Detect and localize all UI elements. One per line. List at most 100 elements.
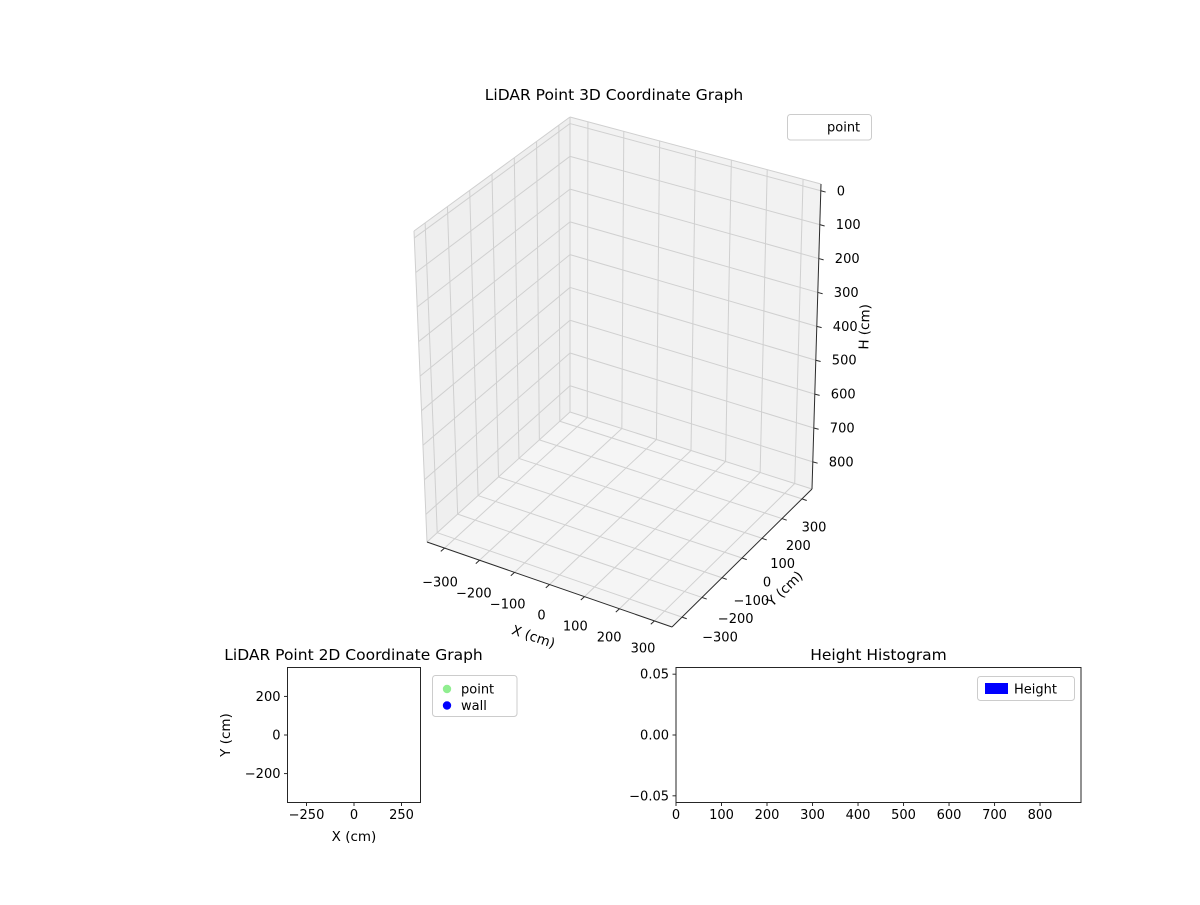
pane-edge [413,116,571,232]
grid-line [416,188,571,308]
z-tick-label: 0 [837,184,845,199]
tick-mark [801,498,807,501]
legend-patch-height-icon [985,683,1008,694]
y-tick-label: 0 [763,576,771,591]
tick-mark [781,518,787,521]
plot2d-xaxis-label: X (cm) [332,829,377,845]
tick-mark [615,608,620,613]
tick-mark [813,427,819,430]
grid-line [569,155,820,226]
plot2d-title: LiDAR Point 2D Coordinate Graph [224,646,482,664]
tick-mark [580,596,585,601]
x-tick-label: 700 [982,808,1007,823]
grid-line [422,319,571,446]
x-tick-label: 500 [891,808,916,823]
z-tick-label: 500 [832,354,857,369]
legend-marker-point-icon [442,684,452,694]
grid-line [569,254,817,327]
tick-mark [817,291,823,295]
plot2d-legend-label-point: point [461,683,494,698]
tick-mark [681,616,687,620]
tick-mark [816,325,822,329]
pane-edge [569,116,822,185]
y-tick-label: −0.05 [629,789,669,804]
y-tick-label: 200 [786,539,811,554]
plot2d-legend: point wall [432,675,518,717]
y-tick-label: 100 [770,557,795,572]
pane-edge [426,411,571,543]
z-tick-label: 300 [834,286,859,301]
grid-line [446,206,459,515]
plot2d-legend-box [432,675,518,717]
plot3d-legend-label-point: point [827,121,860,136]
z-tick-label: 800 [829,455,854,470]
tick-mark [475,559,480,564]
grid-line [421,287,571,412]
plot3d-axes: −300−200−1000100200300−300−200−100010020… [413,116,861,657]
grid-line [491,173,499,478]
y-tick-label: 200 [256,690,281,705]
x-tick-label: −200 [456,587,492,602]
x-tick-label: 600 [937,808,962,823]
axes-pane [427,412,812,627]
plot2d-axes: −250 0 250 −200 0 200 [245,690,414,823]
grid-line [569,286,816,361]
x-tick-label: −250 [289,808,325,823]
y-tick-label: 0.00 [640,729,669,744]
grid-line [725,160,732,462]
grid-line [424,222,438,533]
x-tick-label: 800 [1028,808,1053,823]
plot3d-zaxis-label: H (cm) [856,304,874,350]
pane-edge [569,411,813,490]
legend-marker-wall-icon [442,701,452,710]
z-tick-label: 100 [836,218,861,233]
grid-line [415,155,571,273]
grid-line [794,179,804,484]
plot3d-legend-box [787,114,872,141]
grid-line [569,188,819,260]
x-tick-label: 100 [563,620,588,635]
axis-line [811,183,822,490]
plot2d-legend-label-wall: wall [461,699,487,714]
grid-line [655,140,661,440]
tick-mark [820,190,826,193]
grid-line [457,513,703,598]
histogram-axes: 0 100 200 300 400 500 600 700 800 −0.05 0.00 0.05 [629,668,1052,823]
y-tick-label: −200 [718,612,754,627]
grid-line [569,319,815,395]
grid-line [437,532,683,618]
x-tick-label: 0 [350,808,358,823]
x-tick-label: 0 [537,609,545,624]
grid-line [469,190,479,496]
grid-line [413,123,571,239]
z-tick-label: 600 [831,388,856,403]
plot3d-legend: point [787,114,872,141]
tick-mark [814,393,820,396]
tick-mark [761,537,767,541]
grid-line [559,420,803,500]
tick-mark [741,557,747,561]
z-tick-label: 400 [833,320,858,335]
grid-line [558,125,561,422]
grid-line [569,123,821,192]
tick-mark [815,359,821,362]
grid-line [425,385,571,515]
y-tick-label: 300 [802,521,827,536]
tick-mark [510,571,515,577]
histogram-legend-label-height: Height [1014,683,1057,698]
z-tick-label: 200 [835,252,860,267]
axes-pane [414,117,570,542]
grid-line [518,457,763,539]
pane-edge [413,230,428,543]
grid-line [690,150,696,451]
tick-mark [545,584,550,589]
tick-mark [440,547,445,552]
histogram-legend-box [977,676,1075,701]
grid-line [513,157,520,459]
y-tick-label: 0 [272,729,280,744]
grid-line [569,221,818,293]
histogram-title: Height Histogram [810,646,947,664]
grid-line [586,121,589,418]
plot2d-spines [287,667,421,803]
